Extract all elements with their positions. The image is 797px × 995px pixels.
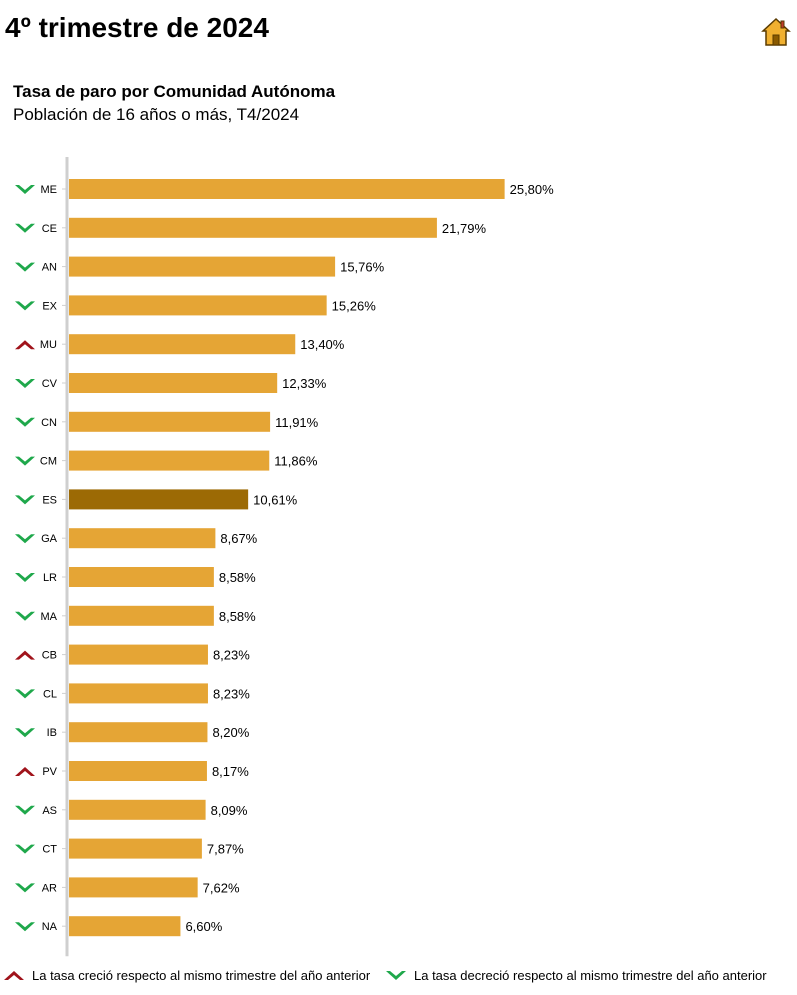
value-label: 7,62% xyxy=(203,880,240,895)
category-label: NA xyxy=(42,921,58,933)
bar-mu[interactable] xyxy=(69,334,296,355)
trend-down-icon xyxy=(15,495,35,505)
trend-down-icon xyxy=(15,456,35,466)
value-label: 12,33% xyxy=(282,376,327,391)
trend-down-icon xyxy=(15,922,35,932)
trend-down-icon xyxy=(15,689,35,699)
category-label: CE xyxy=(42,223,57,235)
value-label: 8,58% xyxy=(219,609,256,624)
chart-subtitle: Población de 16 años o más, T4/2024 xyxy=(13,105,300,124)
category-label: AS xyxy=(42,805,57,817)
bar-ga[interactable] xyxy=(69,528,216,549)
house-icon xyxy=(761,17,791,46)
home-button[interactable] xyxy=(760,16,792,48)
category-label: IB xyxy=(47,727,57,739)
bar-me[interactable] xyxy=(69,179,505,199)
bar-cn[interactable] xyxy=(69,411,271,432)
value-label: 21,79% xyxy=(442,221,487,236)
bar-cm[interactable] xyxy=(69,450,270,471)
trend-down-icon xyxy=(15,844,35,854)
category-label: GA xyxy=(41,533,58,545)
trend-down-icon xyxy=(15,223,35,233)
category-label: EX xyxy=(42,300,57,312)
value-label: 25,80% xyxy=(510,182,555,197)
bar-cv[interactable] xyxy=(69,373,278,393)
value-label: 15,26% xyxy=(332,298,377,313)
value-label: 8,23% xyxy=(213,648,250,663)
category-label: CB xyxy=(42,650,57,662)
category-label: CM xyxy=(40,456,57,468)
bar-ma[interactable] xyxy=(69,605,214,626)
category-label: ME xyxy=(41,184,58,196)
category-label: AR xyxy=(42,882,57,894)
page-title: 4º trimestre de 2024 xyxy=(5,12,269,43)
bar-cb[interactable] xyxy=(69,644,208,665)
trend-down-icon xyxy=(15,611,35,621)
value-label: 11,86% xyxy=(274,454,318,469)
trend-down-icon xyxy=(15,728,35,738)
category-label: ES xyxy=(42,494,57,506)
category-label: AN xyxy=(42,262,57,274)
trend-down-icon xyxy=(15,379,35,388)
trend-down-icon xyxy=(15,417,35,427)
trend-up-icon xyxy=(15,650,35,660)
bar-na[interactable] xyxy=(69,916,181,937)
category-label: CN xyxy=(41,417,57,429)
trend-down-icon xyxy=(15,883,35,893)
bar-es[interactable] xyxy=(69,489,249,510)
legend: La tasa creció respecto al mismo trimest… xyxy=(0,965,797,989)
value-label: 10,61% xyxy=(253,492,298,507)
legend-up-label: La tasa creció respecto al mismo trimest… xyxy=(32,968,371,983)
category-label: CT xyxy=(42,844,57,856)
bar-an[interactable] xyxy=(69,256,336,277)
chart-title: Tasa de paro por Comunidad Autónoma xyxy=(13,82,336,101)
arrow-up-icon xyxy=(4,971,24,980)
value-label: 8,20% xyxy=(212,725,249,740)
bar-ce[interactable] xyxy=(69,217,437,238)
value-label: 8,09% xyxy=(211,803,248,818)
arrow-down-icon xyxy=(386,971,406,980)
value-label: 15,76% xyxy=(340,260,385,275)
category-label: MU xyxy=(40,339,57,351)
trend-down-icon xyxy=(15,805,35,815)
trend-up-icon xyxy=(15,767,35,776)
trend-down-icon xyxy=(15,534,35,544)
bar-ar[interactable] xyxy=(69,877,198,898)
value-label: 8,23% xyxy=(213,686,250,701)
bar-pv[interactable] xyxy=(69,761,207,781)
trend-down-icon xyxy=(15,262,35,272)
bar-ex[interactable] xyxy=(69,295,327,316)
value-label: 8,58% xyxy=(219,570,256,585)
value-label: 8,67% xyxy=(220,531,257,546)
value-label: 13,40% xyxy=(300,337,345,352)
category-label: PV xyxy=(42,766,57,778)
value-label: 11,91% xyxy=(275,415,319,430)
bar-lr[interactable] xyxy=(69,567,214,587)
trend-down-icon xyxy=(15,573,35,582)
bar-ct[interactable] xyxy=(69,838,202,859)
value-label: 7,87% xyxy=(207,842,244,857)
bar-cl[interactable] xyxy=(69,683,208,704)
trend-up-icon xyxy=(15,340,35,350)
value-label: 6,60% xyxy=(185,919,222,934)
category-label: LR xyxy=(43,572,57,584)
category-label: CV xyxy=(42,378,58,390)
legend-down-label: La tasa decreció respecto al mismo trime… xyxy=(414,968,767,983)
bar-as[interactable] xyxy=(69,799,206,820)
value-label: 8,17% xyxy=(212,764,249,779)
category-label: CL xyxy=(43,688,57,700)
bar-ib[interactable] xyxy=(69,722,208,743)
trend-down-icon xyxy=(15,185,35,194)
trend-down-icon xyxy=(15,301,35,311)
category-label: MA xyxy=(41,611,58,623)
